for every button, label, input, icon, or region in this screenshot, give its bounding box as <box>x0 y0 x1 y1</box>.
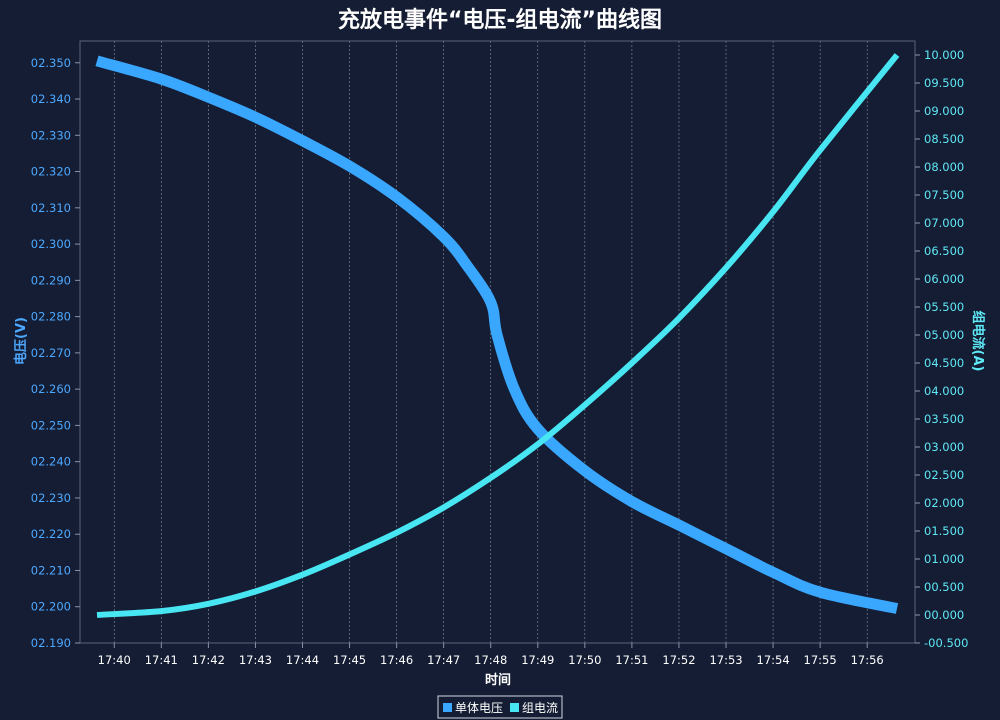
y-right-tick-label-19: 09.000 <box>924 104 964 118</box>
y-left-tick-label-4: 02.230 <box>31 491 71 505</box>
series-line-current <box>96 53 900 618</box>
y-right-tick-label-3: 01.000 <box>924 552 964 566</box>
y-right-tick-label-18: 08.500 <box>924 132 964 146</box>
y-left-tick-label-16: 02.350 <box>31 56 71 70</box>
x-tick-label-10: 17:50 <box>568 653 601 667</box>
y-left-tick-label-3: 02.220 <box>31 527 71 541</box>
y-left-tick-label-14: 02.330 <box>31 128 71 142</box>
legend-label-current: 组电流 <box>522 701 558 715</box>
y-axis-right-ticks: -00.500 00.000 00.500 01.000 01.500 02.000 02.… <box>915 48 968 650</box>
legend: 单体电压 组电流 <box>437 695 563 719</box>
legend-swatch-current <box>510 703 519 712</box>
x-tick-label-13: 17:53 <box>709 653 742 667</box>
y-right-tick-label-17: 08.000 <box>924 160 964 174</box>
y-right-tick-label-4: 01.500 <box>924 524 964 538</box>
y-left-tick-label-7: 02.260 <box>31 382 71 396</box>
plot-frame <box>79 40 916 644</box>
y-right-tick-label-5: 02.000 <box>924 496 964 510</box>
grid-lines <box>113 41 868 643</box>
series-line-voltage <box>95 55 899 614</box>
y-right-tick-label-2: 00.500 <box>924 580 964 594</box>
x-tick-label-14: 17:54 <box>757 653 790 667</box>
y-right-tick-label-13: 06.000 <box>924 272 964 286</box>
x-tick-label-15: 17:55 <box>804 653 837 667</box>
x-tick-label-9: 17:49 <box>521 653 554 667</box>
y-left-tick-label-11: 02.300 <box>31 237 71 251</box>
y-left-tick-label-6: 02.250 <box>31 418 71 432</box>
y-axis-left-label: 电压(V) <box>13 317 29 365</box>
x-tick-label-3: 17:43 <box>239 653 272 667</box>
x-tick-label-7: 17:47 <box>427 653 460 667</box>
y-right-tick-label-16: 07.500 <box>924 188 964 202</box>
x-tick-label-2: 17:42 <box>192 653 225 667</box>
x-tick-label-5: 17:45 <box>333 653 366 667</box>
y-left-tick-label-9: 02.280 <box>31 310 71 324</box>
y-right-tick-label-21: 10.000 <box>924 48 964 62</box>
y-right-tick-label-11: 05.000 <box>924 328 964 342</box>
y-left-tick-label-1: 02.200 <box>31 600 71 614</box>
legend-swatch-voltage <box>443 703 452 712</box>
series-layer <box>95 53 900 618</box>
y-right-tick-label-10: 04.500 <box>924 356 964 370</box>
y-right-tick-label-20: 09.500 <box>924 76 964 90</box>
y-right-tick-label-7: 03.000 <box>924 440 964 454</box>
y-left-tick-label-5: 02.240 <box>31 455 71 469</box>
y-left-tick-label-15: 02.340 <box>31 92 71 106</box>
x-tick-label-11: 17:51 <box>615 653 648 667</box>
y-left-tick-label-13: 02.320 <box>31 165 71 179</box>
y-axis-left-ticks: 02.190 02.200 02.210 02.220 02.230 02.240 02.2… <box>31 56 80 650</box>
y-right-tick-label-8: 03.500 <box>924 412 964 426</box>
y-left-tick-label-0: 02.190 <box>31 636 71 650</box>
y-right-tick-label-0: -00.500 <box>924 636 968 650</box>
y-axis-right-label: 组电流(A) <box>970 311 986 372</box>
x-axis-ticks: 17:40 17:41 17:42 17:43 17:44 17:45 17:46 17:47… <box>98 643 884 667</box>
x-axis-label: 时间 <box>485 672 511 688</box>
y-left-tick-label-2: 02.210 <box>31 563 71 577</box>
y-right-tick-label-6: 02.500 <box>924 468 964 482</box>
y-right-tick-label-15: 07.000 <box>924 216 964 230</box>
y-right-tick-label-1: 00.000 <box>924 608 964 622</box>
y-left-tick-label-8: 02.270 <box>31 346 71 360</box>
x-tick-label-16: 17:56 <box>851 653 884 667</box>
legend-label-voltage: 单体电压 <box>455 701 503 715</box>
x-tick-label-12: 17:52 <box>662 653 695 667</box>
x-tick-label-6: 17:46 <box>380 653 413 667</box>
x-tick-label-0: 17:40 <box>98 653 131 667</box>
y-right-tick-label-9: 04.000 <box>924 384 964 398</box>
legend-box <box>437 695 563 719</box>
y-left-tick-label-12: 02.310 <box>31 201 71 215</box>
x-tick-label-4: 17:44 <box>286 653 319 667</box>
y-right-tick-label-14: 06.500 <box>924 244 964 258</box>
x-tick-label-1: 17:41 <box>145 653 178 667</box>
y-left-tick-label-10: 02.290 <box>31 273 71 287</box>
y-right-tick-label-12: 05.500 <box>924 300 964 314</box>
x-tick-label-8: 17:48 <box>474 653 507 667</box>
chart-title: 充放电事件“电压-组电流”曲线图 <box>338 7 662 33</box>
